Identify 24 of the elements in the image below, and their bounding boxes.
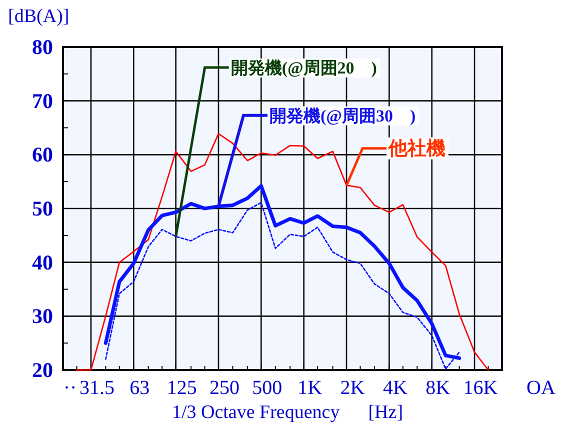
y-tick-label: 40 <box>32 250 53 274</box>
x-tick-label: 63 <box>130 377 150 399</box>
annotation: 他社機 <box>388 137 446 160</box>
x-tick-label: 31.5 <box>79 377 114 399</box>
x-tick-label: 1K <box>298 377 323 399</box>
x-tick-label: 500 <box>252 377 282 399</box>
text: OA <box>526 377 556 399</box>
x-tick-label: 2K <box>340 377 366 399</box>
x-tick-label: 250 <box>209 377 240 399</box>
annotation: 開発機(@周囲30 ) <box>269 106 416 126</box>
x-axis-title: 1/3 Octave Frequency [Hz] <box>172 402 404 423</box>
y-tick-label: 30 <box>32 304 53 328</box>
y-axis-title: [dB(A)] <box>8 6 70 27</box>
y-tick-label: 60 <box>32 142 53 167</box>
x-tick-label: 125 <box>166 377 197 399</box>
text: ·· <box>63 377 77 399</box>
x-tick-label: 16K <box>463 377 498 399</box>
y-tick-label: 20 <box>32 358 53 382</box>
x-tick-label: 8K <box>426 377 451 399</box>
x-tick-label: 4K <box>382 377 408 399</box>
y-tick-label: 70 <box>32 88 53 113</box>
y-tick-label: 80 <box>32 35 53 59</box>
annotation: 開発機(@周囲20 ) <box>230 58 377 78</box>
y-tick-label: 50 <box>32 196 53 220</box>
